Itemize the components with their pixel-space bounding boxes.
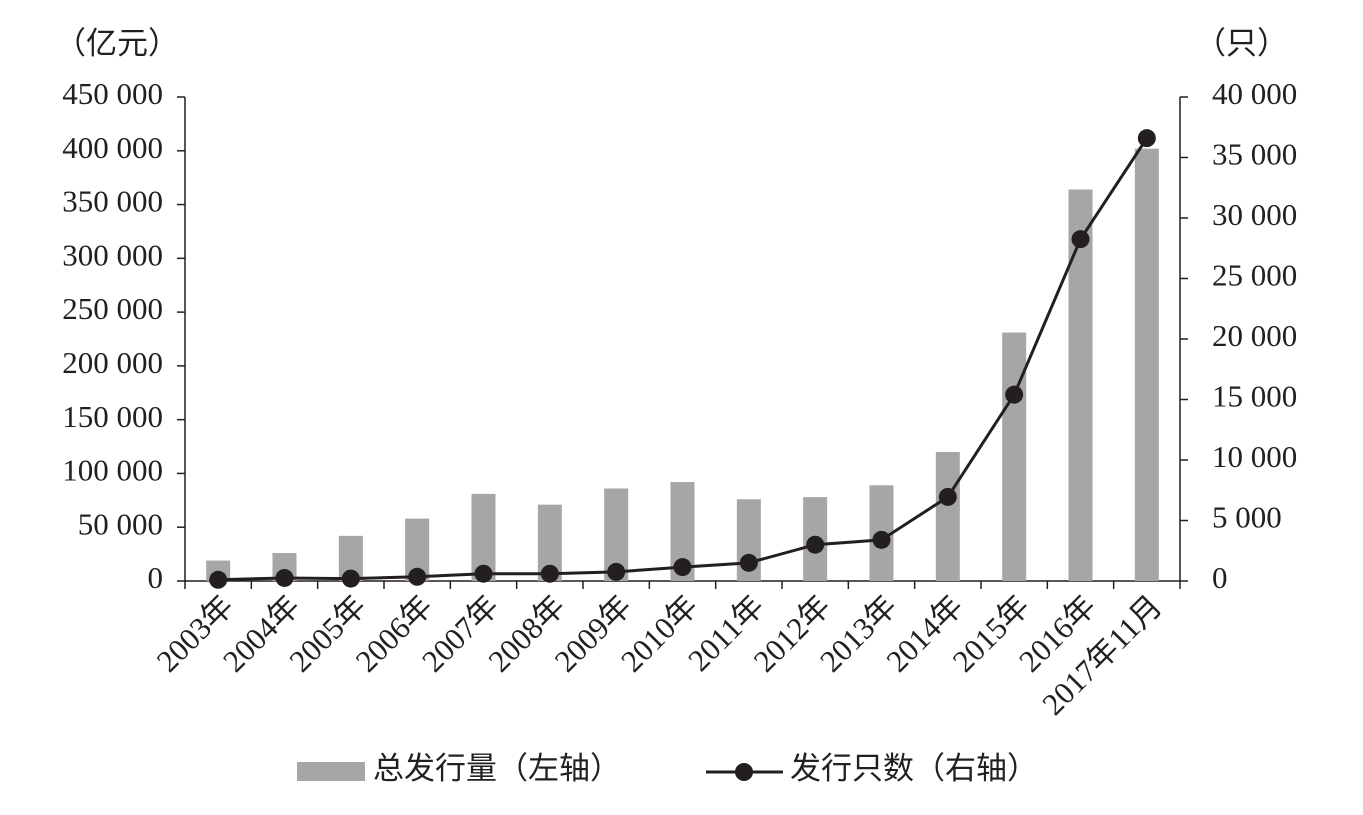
point [1071,230,1090,249]
y-axis-unit: （亿元） [55,26,179,61]
point [607,562,626,581]
point [408,567,427,586]
y-tick-label: 250 000 [62,291,163,326]
bar [935,451,960,581]
y-tick-label: 350 000 [62,184,163,219]
point [938,487,957,506]
bar [1134,148,1159,582]
y-tick-label: 100 000 [62,453,163,488]
y2-tick-label: 10 000 [1212,439,1297,474]
y2-tick-label: 40 000 [1212,76,1297,111]
y2-axis-unit: （只） [1195,26,1288,61]
y-tick-label: 450 000 [62,76,163,111]
point [673,558,692,577]
legend-marker [735,763,753,781]
bar [1068,189,1093,581]
point [872,530,891,549]
point [806,535,825,554]
point [1137,129,1156,148]
point [540,564,559,583]
point [474,564,493,583]
legend-label: 总发行量（左轴） [373,751,621,786]
point [209,570,228,589]
y2-tick-label: 30 000 [1212,197,1297,232]
y-tick-label: 200 000 [62,345,163,380]
y2-tick-label: 5 000 [1212,500,1282,535]
point [341,569,360,588]
x-tick-label: 2010年 [614,588,705,679]
y-tick-label: 300 000 [62,237,163,272]
y-tick-label: 150 000 [62,399,163,434]
legend-bar-swatch [297,762,365,781]
y-tick-label: 50 000 [78,506,163,541]
y-tick-label: 400 000 [62,130,163,165]
y2-tick-label: 20 000 [1212,318,1297,353]
y2-tick-label: 15 000 [1212,379,1297,414]
y2-tick-label: 0 [1212,560,1228,595]
legend-label: 发行只数（右轴） [790,751,1038,786]
point [275,568,294,587]
y-tick-label: 0 [148,560,164,595]
point [739,553,758,572]
point [1005,385,1024,404]
bar [1002,332,1027,581]
y2-tick-label: 35 000 [1212,137,1297,172]
y2-tick-label: 25 000 [1212,258,1297,293]
